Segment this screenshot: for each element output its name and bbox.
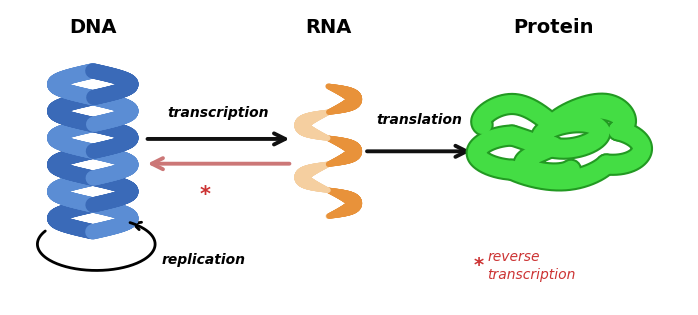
Text: transcription: transcription (168, 106, 269, 120)
Text: Protein: Protein (513, 18, 593, 37)
Text: reverse
transcription: reverse transcription (487, 249, 576, 282)
Text: replication: replication (162, 254, 246, 267)
Text: DNA: DNA (69, 18, 117, 37)
Text: *: * (199, 185, 210, 205)
Text: translation: translation (376, 113, 462, 127)
Text: *: * (474, 256, 484, 275)
Text: RNA: RNA (305, 18, 351, 37)
